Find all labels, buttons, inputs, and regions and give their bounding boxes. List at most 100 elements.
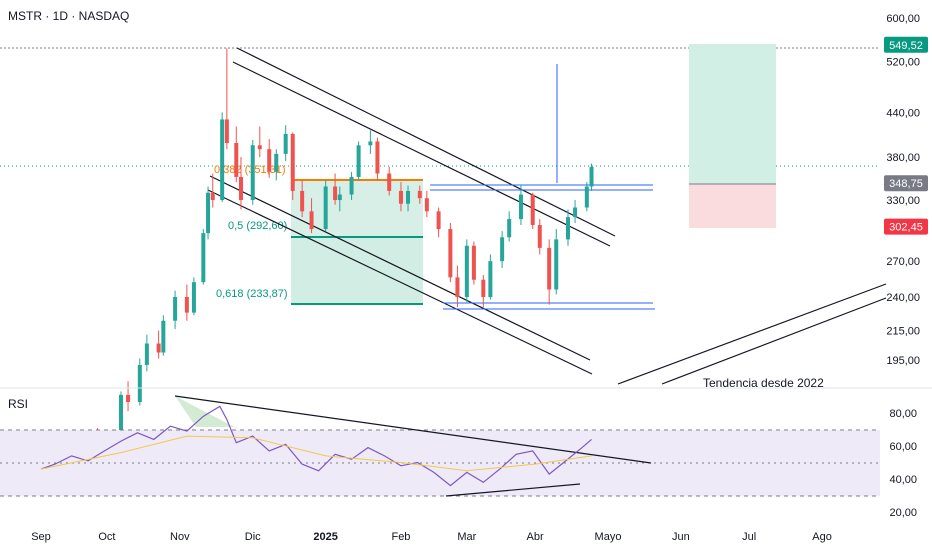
rsi-resistance-line[interactable] [174, 395, 652, 464]
candle-body [448, 229, 453, 278]
candle-body [173, 297, 178, 321]
candle-body [356, 145, 361, 177]
rsi-panel[interactable] [0, 395, 880, 497]
candle-body [144, 343, 149, 365]
price-badge [884, 218, 928, 235]
rsi-ma-line [40, 435, 592, 472]
candle-body [333, 186, 338, 201]
rsi-tick-label: 80,00 [889, 408, 917, 420]
candle-body [398, 190, 403, 204]
candle-body [464, 245, 469, 297]
candle-body [368, 141, 373, 146]
price-badge [884, 36, 928, 53]
candle-body [488, 261, 493, 297]
candle-body [500, 237, 505, 262]
price-badge-label: 549,52 [889, 40, 923, 52]
candle-body [283, 133, 288, 154]
candle-body [589, 166, 594, 187]
channel-upper-outer-line[interactable] [236, 47, 616, 237]
candle-body [436, 211, 441, 230]
candle-body [126, 394, 131, 402]
candle-body [161, 320, 166, 353]
time-tick-label: Jul [742, 531, 756, 543]
price-tick-label: 330,00 [886, 195, 920, 207]
stop-zone[interactable] [689, 184, 776, 228]
time-axis: Sep Oct Nov Dic 2025 Feb Mar Abr Mayo Jun Jul Ago [31, 531, 832, 543]
time-tick-label: Dic [245, 531, 261, 543]
rsi-tick-label: 40,00 [889, 474, 917, 486]
candle-body [424, 198, 429, 212]
candle-body [156, 343, 161, 353]
candle-body [375, 141, 380, 174]
candle-body [220, 119, 225, 201]
time-tick-label: Mayo [595, 531, 622, 543]
rsi-axis: 80,00 60,00 40,00 20,00 [889, 408, 917, 519]
chart-title: MSTR · 1D · NASDAQ [8, 9, 130, 23]
candle-body [547, 247, 552, 290]
fib-zone-lower [291, 237, 423, 304]
candle-body [191, 282, 196, 313]
price-tick-label: 195,00 [886, 355, 920, 367]
price-tick-label: 440,00 [886, 107, 920, 119]
channel-upper-inner-line[interactable] [232, 61, 611, 247]
time-tick-label: Jun [672, 531, 690, 543]
candle-body [201, 233, 206, 283]
candle-body [584, 186, 589, 208]
target-zone[interactable] [689, 44, 776, 184]
candle-body [210, 192, 215, 201]
price-badges: 549,52 348,75 302,45 [884, 36, 928, 235]
rsi-overbought-fill [175, 396, 240, 430]
rsi-support-line[interactable] [445, 483, 581, 497]
candle-body [234, 142, 239, 177]
candle-body [267, 149, 272, 172]
fib-label-0618: 0,618 (233,87) [216, 288, 288, 300]
price-badge-label: 302,45 [889, 222, 923, 234]
candle-body [290, 133, 295, 191]
candle-body [554, 239, 559, 290]
fib-label-05: 0,5 (292,60) [228, 220, 287, 232]
rsi-series-group [40, 405, 592, 487]
trend-line-2022-b[interactable] [661, 297, 887, 385]
candle-body [118, 394, 123, 435]
price-badge [884, 175, 928, 192]
candle-body [349, 176, 354, 195]
candle-body [206, 192, 211, 234]
candle-body [184, 297, 189, 313]
channel-lower-outer-line[interactable] [207, 189, 593, 375]
price-tick-label: 380,00 [886, 152, 920, 164]
rsi-panel-title: RSI [8, 397, 29, 411]
price-tick-label: 215,00 [886, 325, 920, 337]
candle-body [137, 364, 142, 402]
trend-annotation: Tendencia desde 2022 [703, 376, 824, 390]
rsi-line [40, 405, 592, 487]
price-panel[interactable]: 0,382 (351,31) 0,5 (292,60) 0,618 (233,8… [0, 44, 887, 496]
candle-body [238, 176, 243, 201]
time-tick-label: Nov [170, 531, 190, 543]
candle-body [566, 217, 571, 240]
price-tick-label: 270,00 [886, 256, 920, 268]
time-tick-label: Feb [391, 531, 410, 543]
time-tick-label: Abr [527, 531, 544, 543]
candle-body [530, 194, 535, 226]
time-tick-label: 2025 [313, 531, 337, 543]
candle-body [309, 211, 314, 230]
trend-line-2022-a[interactable] [617, 283, 887, 385]
time-tick-label: Sep [31, 531, 51, 543]
candle-body [224, 119, 229, 143]
candle-body [507, 219, 512, 238]
candle-body [300, 190, 305, 212]
candle-body [573, 207, 578, 218]
candle-body [471, 245, 476, 280]
candle-body [537, 225, 542, 248]
candle-body [518, 194, 523, 220]
time-tick-label: Oct [98, 531, 115, 543]
candle-body [257, 145, 262, 150]
candle-body [417, 190, 422, 199]
price-tick-label: 240,00 [886, 292, 920, 304]
rsi-tick-label: 60,00 [889, 441, 917, 453]
channel-lower-inner-line[interactable] [209, 175, 591, 361]
price-badge-label: 348,75 [889, 178, 923, 190]
candle-body [337, 194, 342, 201]
candle-body [406, 190, 411, 204]
